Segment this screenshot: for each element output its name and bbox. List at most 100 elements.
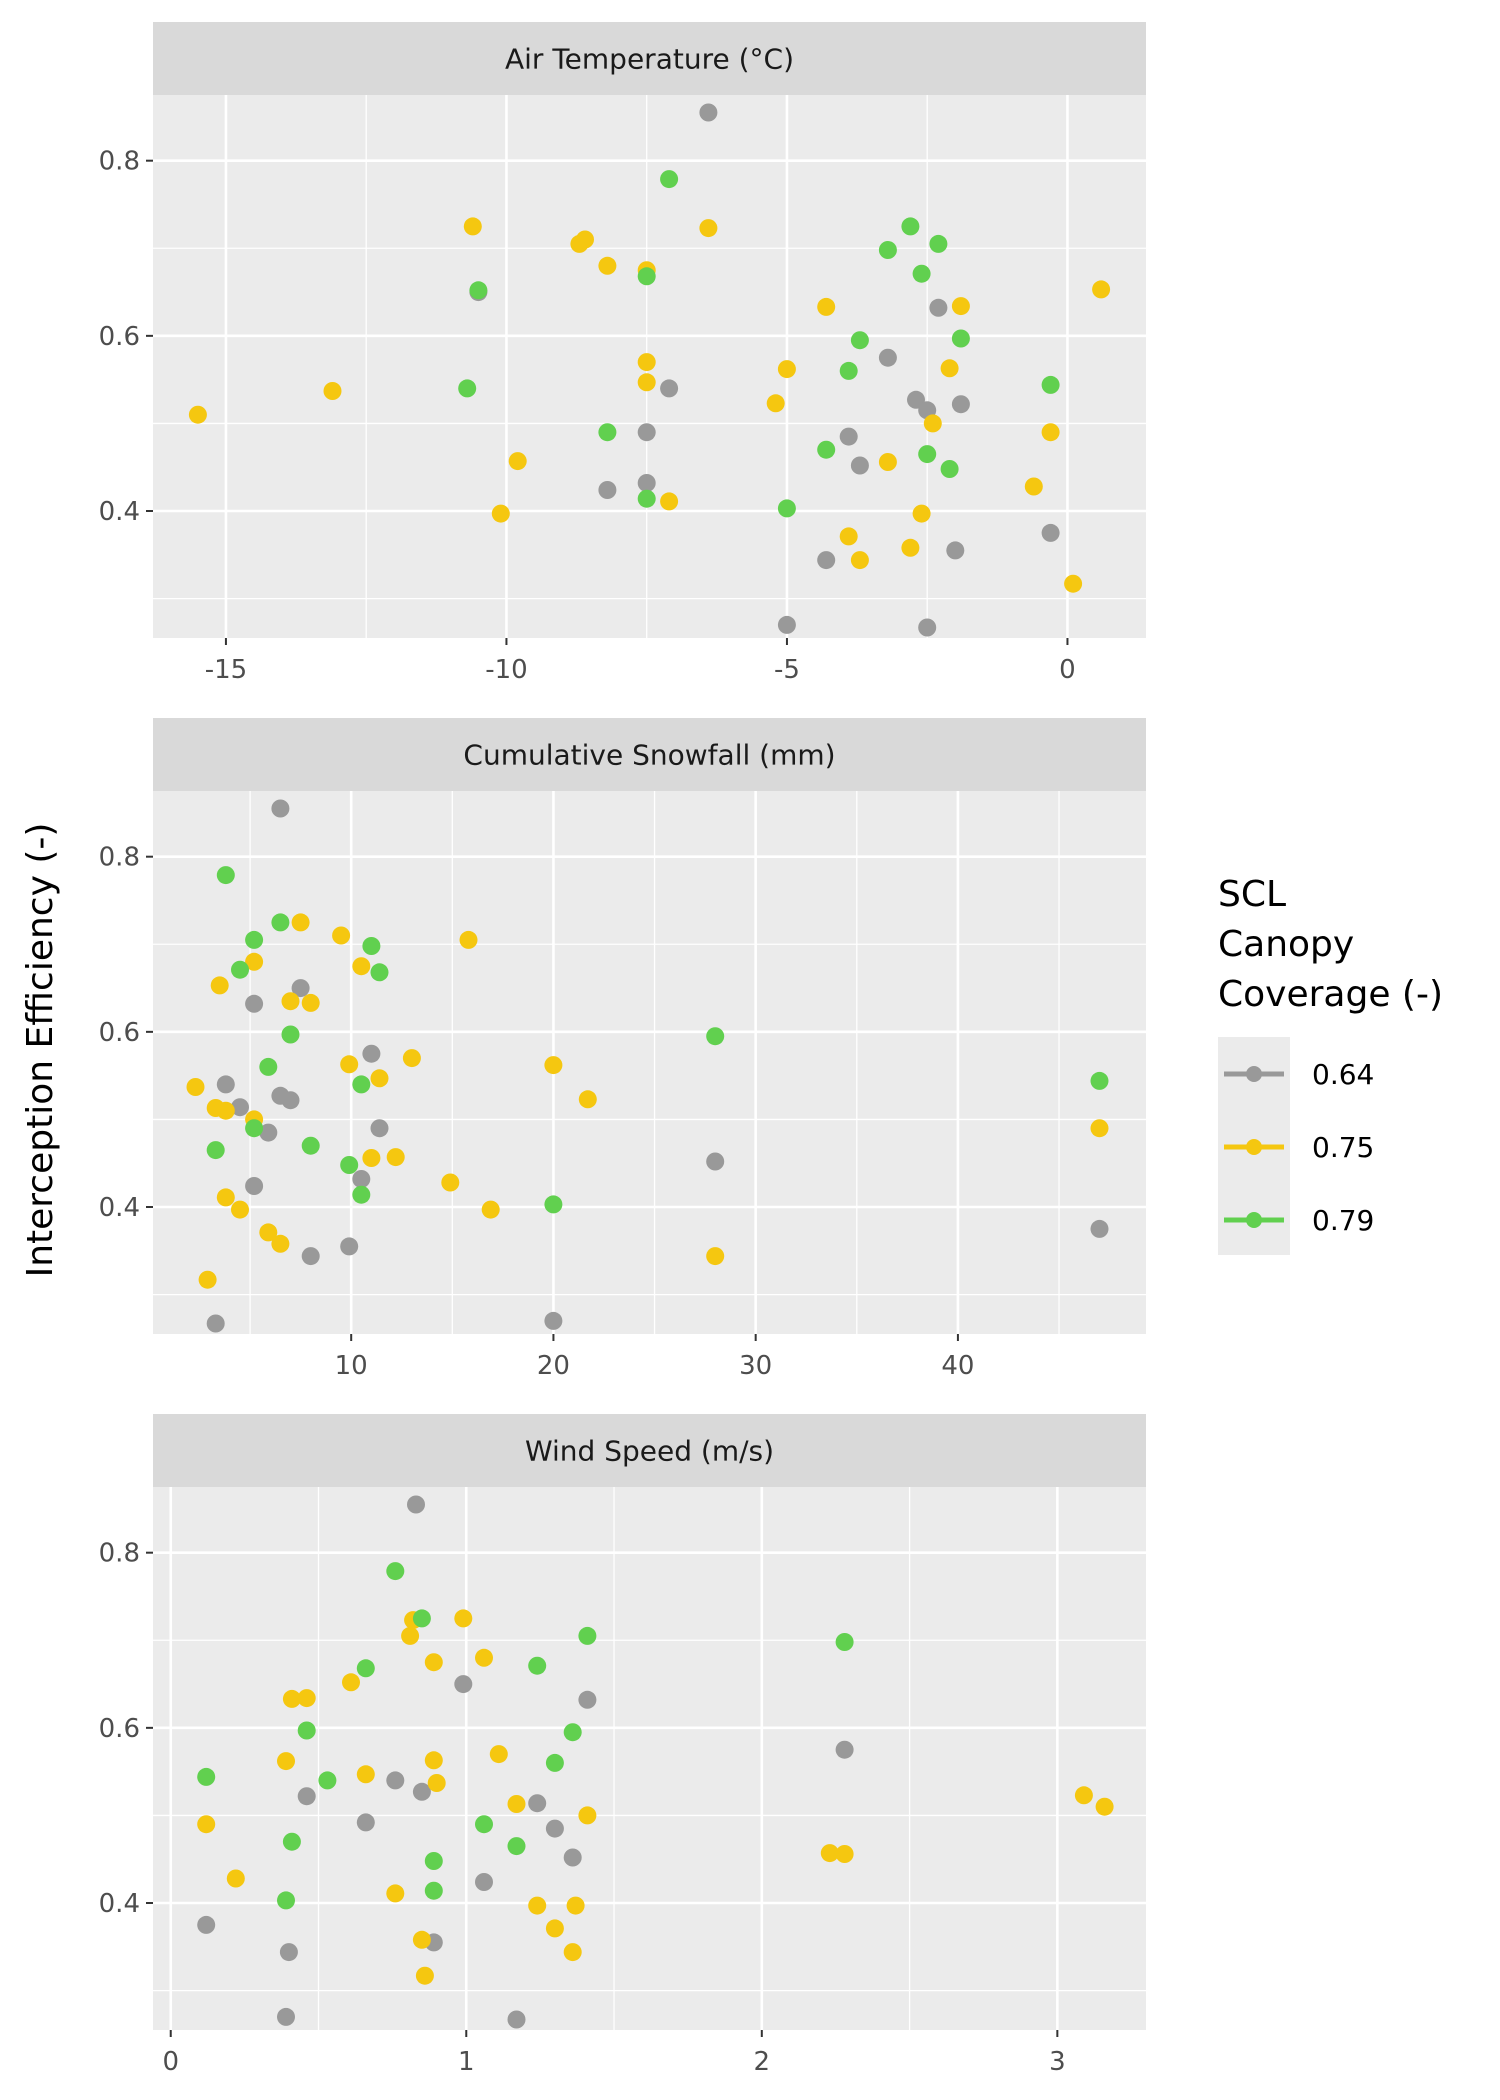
- x-tick-label: 0: [162, 2047, 179, 2077]
- data-point: [424, 1881, 443, 1900]
- data-point: [598, 256, 617, 275]
- data-point: [297, 1721, 316, 1740]
- data-point: [598, 481, 617, 499]
- x-tick-label: 1: [458, 2047, 475, 2077]
- data-point: [929, 234, 948, 253]
- data-point: [578, 1690, 597, 1709]
- x-tick-label: -15: [205, 655, 247, 685]
- data-point: [481, 1200, 500, 1219]
- data-point: [544, 1056, 563, 1075]
- data-point: [245, 1177, 264, 1195]
- panel-title: Cumulative Snowfall (mm): [463, 739, 835, 772]
- data-point: [777, 360, 796, 379]
- data-point: [706, 1027, 725, 1046]
- data-point: [412, 1609, 431, 1628]
- legend-title-line: Canopy: [1218, 924, 1354, 965]
- data-point: [1041, 523, 1060, 542]
- data-point: [424, 1653, 443, 1672]
- data-point: [245, 994, 264, 1013]
- data-point: [301, 993, 320, 1012]
- x-tick-label: -5: [774, 655, 800, 685]
- data-point: [706, 1247, 725, 1266]
- data-point: [923, 414, 942, 433]
- legend-label: 0.79: [1312, 1204, 1374, 1237]
- data-point: [817, 297, 836, 316]
- data-point: [323, 382, 342, 400]
- data-point: [362, 937, 381, 955]
- data-point: [362, 1149, 381, 1167]
- data-point: [951, 329, 970, 348]
- data-point: [297, 1787, 316, 1806]
- data-point: [528, 1794, 547, 1813]
- data-point: [545, 1919, 564, 1938]
- data-point: [412, 1782, 431, 1801]
- data-point: [301, 1136, 320, 1155]
- data-point: [777, 615, 796, 634]
- x-tick-label: 0: [1059, 655, 1076, 685]
- data-point: [850, 551, 869, 570]
- data-point: [454, 1609, 473, 1628]
- data-point: [342, 1673, 360, 1692]
- data-point: [281, 1025, 300, 1044]
- data-point: [576, 230, 594, 249]
- data-point: [878, 453, 897, 471]
- x-tick-label: 20: [537, 1351, 570, 1381]
- data-point: [637, 373, 656, 392]
- y-tick-label: 0.6: [99, 1018, 140, 1048]
- data-point: [386, 1562, 405, 1581]
- data-point: [216, 1075, 235, 1094]
- data-point: [332, 926, 351, 945]
- data-point: [491, 504, 510, 523]
- data-point: [245, 952, 264, 971]
- panel-strip: [153, 718, 1146, 791]
- data-point: [186, 1078, 205, 1096]
- data-point: [259, 1123, 278, 1142]
- data-point: [197, 1915, 216, 1934]
- data-point: [544, 1195, 563, 1214]
- y-tick-label: 0.4: [99, 497, 140, 527]
- panel-strip: [153, 22, 1146, 95]
- data-point: [545, 1753, 564, 1772]
- data-point: [197, 1815, 216, 1834]
- data-point: [231, 1200, 249, 1219]
- data-point: [401, 1626, 420, 1645]
- data-point: [469, 281, 488, 300]
- data-point: [210, 976, 229, 995]
- legend-title-line: SCL: [1218, 874, 1286, 915]
- data-point: [835, 1845, 854, 1863]
- data-point: [528, 1896, 547, 1915]
- data-point: [259, 1223, 278, 1242]
- data-point: [370, 963, 389, 982]
- data-point: [660, 492, 679, 511]
- legend: SCL Canopy Coverage (-) 0.64 0.75 0.79: [1218, 874, 1443, 1255]
- data-point: [1095, 1797, 1114, 1816]
- data-point: [277, 1752, 295, 1771]
- data-point: [475, 1815, 493, 1834]
- data-point: [301, 1247, 320, 1266]
- data-point: [951, 395, 970, 414]
- data-point: [415, 1966, 434, 1985]
- y-tick-label: 0.4: [99, 1889, 140, 1919]
- data-point: [951, 297, 970, 316]
- x-tick-label: -10: [485, 655, 527, 685]
- data-point: [578, 1090, 597, 1109]
- data-point: [279, 1943, 298, 1962]
- data-point: [259, 1057, 278, 1076]
- data-point: [424, 1852, 443, 1870]
- data-point: [458, 379, 477, 398]
- data-point: [356, 1765, 375, 1784]
- y-axis-title: Interception Efficiency (-): [20, 823, 61, 1278]
- data-point: [578, 1806, 597, 1825]
- legend-title-line: Coverage (-): [1218, 974, 1443, 1015]
- data-point: [940, 359, 959, 378]
- panel-title: Air Temperature (°C): [505, 43, 794, 76]
- data-point: [282, 1832, 301, 1851]
- data-point: [508, 452, 527, 471]
- data-point: [291, 913, 310, 932]
- data-point: [912, 504, 931, 523]
- data-point: [277, 1891, 295, 1910]
- legend-label: 0.64: [1312, 1058, 1374, 1091]
- data-point: [1090, 1119, 1109, 1138]
- data-point: [1041, 423, 1060, 442]
- data-point: [839, 427, 858, 446]
